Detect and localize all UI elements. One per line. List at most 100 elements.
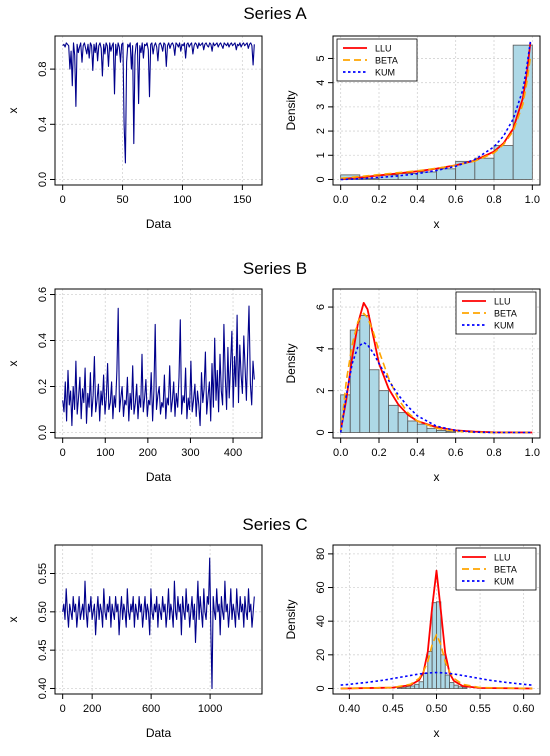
legend-box (336, 38, 418, 82)
legend-label-llu: LLU (494, 297, 511, 307)
histogram-bar (414, 683, 420, 689)
plot-area (62, 42, 255, 164)
plot-frame (54, 544, 263, 695)
histogram-bar (388, 404, 399, 433)
legend-label-llu: LLU (375, 44, 392, 54)
x-axis-label: Data (146, 470, 172, 484)
panel-c-ts: 0 200 600 1000 0.40 0.45 0.50 0.55 Data x (6, 544, 263, 740)
x-tick-label: 0.60 (513, 703, 534, 715)
legend: LLU BETA KUM (455, 547, 537, 591)
series-b-title: Series B (242, 259, 308, 278)
x-tick-label: 200 (83, 703, 101, 715)
y-axis-label: Density (284, 599, 298, 639)
series-line (62, 42, 255, 164)
y-tick-label: 0.2 (37, 379, 49, 394)
histogram-bar (436, 429, 447, 433)
y-axis-label: Density (284, 90, 298, 130)
y-tick-label: 0 (315, 429, 327, 435)
density-curve-beta (340, 633, 533, 690)
density-curve-kum (340, 41, 532, 181)
y-tick-label: 0.40 (37, 678, 49, 699)
histogram-bar (436, 168, 457, 180)
x-tick-label: 0.55 (469, 703, 490, 715)
x-tick-label: 100 (173, 194, 191, 206)
y-tick-label: 20 (315, 649, 327, 661)
histogram-bar (418, 681, 424, 689)
x-tick-label: 400 (224, 447, 242, 459)
histogram-bar (445, 431, 457, 433)
density-curve-kum (339, 341, 533, 434)
legend-label-kum: KUM (494, 321, 514, 331)
histogram-bar (449, 682, 455, 689)
x-tick-label: 1.0 (525, 194, 540, 206)
plot-area (340, 569, 533, 690)
y-tick-label: 60 (315, 581, 327, 593)
y-tick-label: 40 (315, 615, 327, 627)
series-c-title: Series C (242, 515, 308, 534)
y-tick-label: 1 (315, 152, 327, 158)
plot-frame (332, 35, 541, 186)
plot-frame (54, 288, 263, 439)
x-tick-label: 0.6 (448, 447, 463, 459)
y-tick-label: 3 (315, 104, 327, 110)
histogram-bar (453, 684, 459, 689)
histogram-bar (474, 157, 495, 180)
legend-label-beta: BETA (494, 565, 517, 575)
histogram-bar (405, 686, 411, 689)
y-tick-label: 0.50 (37, 601, 49, 622)
x-tick-label: 0.4 (410, 194, 425, 206)
density-curve-beta (339, 312, 533, 434)
x-tick-label: 0 (60, 447, 66, 459)
x-axis-label: Data (146, 726, 172, 740)
x-tick-label: 0.8 (486, 194, 501, 206)
series-a-title: Series A (243, 4, 307, 23)
histogram-bar (423, 672, 429, 689)
plot-area (62, 557, 255, 690)
y-axis-label: Density (284, 343, 298, 383)
histogram-bar (401, 687, 407, 689)
x-tick-label: 0.0 (333, 447, 348, 459)
panel-a-ts: 0 50 100 150 0.0 0.4 0.8 Data x (6, 35, 263, 231)
x-axis-label: x (434, 470, 440, 484)
y-tick-label: 6 (315, 304, 327, 310)
histogram-bar (462, 687, 468, 689)
histogram-bar (416, 423, 428, 433)
density-curve-llu (340, 569, 533, 690)
x-axis-label: x (434, 217, 440, 231)
x-tick-label: 0.40 (339, 703, 360, 715)
histogram-bar (431, 602, 437, 689)
x-axis-label: x (434, 726, 440, 740)
density-curve-kum (340, 671, 533, 686)
legend-label-beta: BETA (494, 309, 517, 319)
histogram-bar (397, 412, 409, 433)
y-tick-label: 0.4 (37, 117, 49, 132)
y-tick-label: 0.8 (37, 61, 49, 76)
x-tick-label: 0.50 (426, 703, 447, 715)
legend-label-beta: BETA (375, 56, 398, 66)
x-tick-label: 200 (139, 447, 157, 459)
x-axis-label: Data (146, 217, 172, 231)
histogram-bar (359, 315, 370, 433)
y-tick-label: 0.45 (37, 639, 49, 660)
y-tick-label: 0.0 (37, 172, 49, 187)
legend: LLU BETA KUM (336, 38, 418, 82)
panel-c-hist: 0.40 0.45 0.50 0.55 0.60 0 20 40 60 80 x Density LLU… (284, 544, 541, 740)
histogram-bar (426, 427, 437, 433)
plot-area (339, 301, 533, 434)
y-axis-label: x (6, 617, 20, 623)
x-tick-label: 0.6 (448, 194, 463, 206)
histogram-bar (409, 685, 416, 689)
y-tick-label: 0 (315, 685, 327, 691)
histogram-bar (512, 44, 533, 180)
x-tick-label: 0.4 (410, 447, 425, 459)
x-tick-label: 1000 (198, 703, 222, 715)
y-axis-label: x (6, 108, 20, 114)
histogram-bar (407, 420, 418, 433)
legend-box (455, 547, 537, 591)
series-line (62, 557, 255, 690)
legend-label-llu: LLU (494, 553, 511, 563)
histogram-bar (444, 674, 450, 689)
panel-a-hist: 0.0 0.2 0.4 0.6 0.8 1.0 0 1 2 3 4 5 x Density LLU BETA K… (284, 35, 541, 231)
x-tick-label: 0.0 (333, 194, 348, 206)
